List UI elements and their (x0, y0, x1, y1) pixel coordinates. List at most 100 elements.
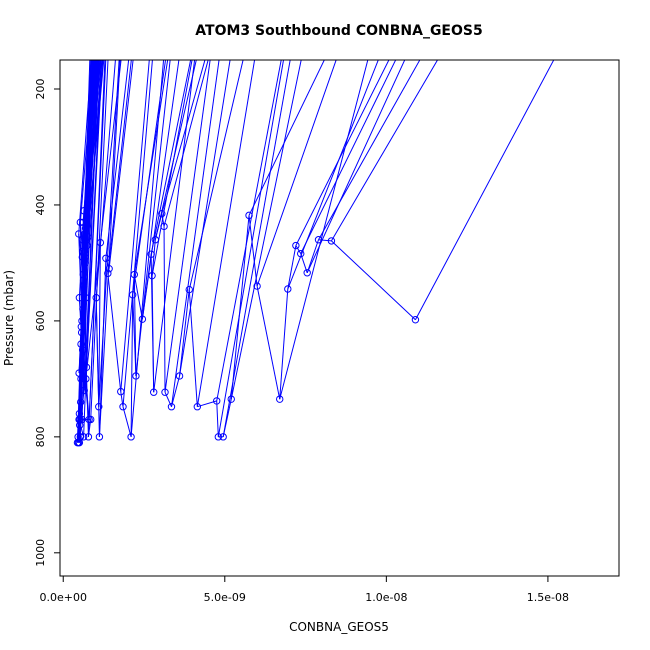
data-point (147, 250, 155, 258)
data-point (130, 270, 139, 279)
series-line-segment (216, 60, 282, 402)
data-point (104, 269, 112, 278)
series-line-segment (248, 215, 258, 287)
x-axis-label: CONBNA_GEOS5 (289, 620, 389, 634)
y-tick-label: 600 (34, 310, 47, 331)
series-line-segment (188, 60, 244, 290)
series-line-segment (130, 294, 134, 437)
x-axis: 0.0e+00 5.0e-09 1.0e-08 1.5e-08 (39, 575, 569, 604)
series-line-segment (170, 375, 181, 407)
series-line-segment (164, 392, 172, 407)
data-point (81, 253, 89, 261)
series-line-segment (295, 245, 302, 254)
y-tick-label: 400 (34, 194, 47, 215)
data-point (213, 397, 221, 405)
series-line-segment (300, 60, 397, 254)
series-line-segment (98, 60, 121, 437)
data-point (77, 340, 85, 348)
series-line-segment (230, 60, 302, 400)
series-line-segment (163, 60, 209, 227)
data-point (193, 403, 202, 411)
data-point (78, 317, 86, 325)
data-point (75, 415, 83, 424)
series-line-segment (108, 60, 134, 269)
data-point (151, 236, 160, 244)
data-point (76, 218, 85, 227)
series-line-segment (90, 60, 109, 420)
data-point (160, 222, 168, 231)
series-line-segment (330, 60, 439, 242)
data-point (214, 433, 223, 441)
data-point (75, 230, 83, 238)
data-point (80, 386, 88, 395)
x-tick-label: 5.0e-09 (204, 591, 246, 604)
series-line-segment (122, 60, 153, 407)
y-tick-label: 200 (34, 78, 47, 99)
data-point (79, 305, 87, 314)
series-line-segment (133, 274, 143, 320)
data-point (227, 395, 235, 403)
data-point (245, 211, 253, 220)
data-point (161, 388, 169, 396)
data-point (82, 363, 91, 371)
data-point (73, 438, 82, 447)
series-line-segment (179, 60, 231, 377)
y-axis: 200 400 600 800 1000 (34, 78, 61, 567)
series-line-segment (318, 60, 421, 240)
data-point (95, 403, 103, 411)
data-point (292, 241, 300, 250)
series-line-segment (76, 60, 91, 443)
data-point (96, 238, 105, 247)
data-point (86, 415, 95, 424)
data-point (284, 285, 292, 293)
series-line-segment (163, 226, 166, 393)
data-point (297, 249, 305, 258)
series-line-segment (295, 60, 390, 246)
series-line-segment (196, 60, 256, 407)
data-point (314, 236, 323, 244)
data-point (75, 294, 84, 302)
series-line-segment (154, 60, 197, 240)
data-point (77, 322, 86, 331)
series-line-segment (81, 60, 97, 420)
data-point (327, 237, 336, 245)
series-line-segment (170, 60, 220, 407)
data-point (75, 369, 83, 377)
series-line-segment (279, 60, 369, 400)
plot-data (73, 60, 555, 447)
series-line-segment (83, 60, 99, 211)
data-point (83, 241, 91, 250)
data-point (303, 269, 311, 277)
series-line-segment (120, 391, 124, 407)
plot-frame (59, 59, 620, 577)
data-point (105, 265, 113, 273)
data-point (78, 415, 86, 424)
series-line-segment (122, 406, 132, 437)
data-point (150, 388, 158, 396)
data-point (80, 207, 88, 215)
data-point (77, 328, 86, 337)
series-line-segment (179, 289, 190, 377)
series-line-segment (153, 60, 196, 393)
series-line-segment (306, 60, 406, 273)
series-line-segment (306, 239, 319, 273)
x-tick-label: 0.0e+00 (39, 591, 86, 604)
data-point (102, 254, 110, 262)
data-point (79, 433, 88, 441)
data-point (132, 372, 140, 380)
data-point (117, 387, 125, 396)
series-line-segment (256, 286, 281, 400)
series-line-segment (84, 60, 100, 234)
data-point (129, 291, 137, 299)
data-point (185, 285, 193, 294)
series-line-segment (279, 288, 289, 400)
series-line-segment (222, 60, 291, 437)
series-line-segment (133, 60, 169, 275)
data-point (76, 398, 85, 406)
data-point (75, 438, 84, 447)
y-tick-label: 800 (34, 426, 47, 447)
series-line-segment (331, 240, 416, 321)
x-tick-label: 1.5e-08 (527, 591, 569, 604)
data-point (219, 433, 227, 441)
